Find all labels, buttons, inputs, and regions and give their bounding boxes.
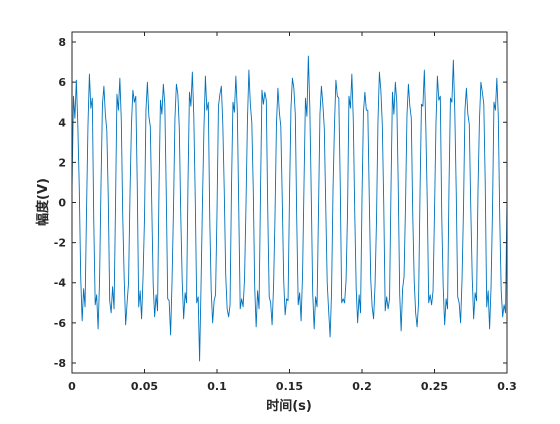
y-tick-label: -2 bbox=[54, 237, 66, 250]
data-line bbox=[71, 55, 508, 362]
y-tick-label: 0 bbox=[58, 197, 66, 210]
x-tick-label: 0.25 bbox=[421, 380, 448, 393]
x-axis-label: 时间(s) bbox=[266, 398, 312, 414]
x-tick-label: 0.3 bbox=[497, 380, 517, 393]
y-tick-label: -8 bbox=[54, 357, 66, 370]
y-tick-label: 6 bbox=[58, 76, 66, 89]
y-tick-label: 8 bbox=[58, 36, 66, 49]
y-tick-label: -6 bbox=[54, 317, 67, 330]
y-tick-label: 4 bbox=[58, 116, 66, 129]
x-tick-label: 0.1 bbox=[207, 380, 227, 393]
x-tick-label: 0.2 bbox=[352, 380, 372, 393]
y-axis-label: 幅度(V) bbox=[35, 178, 51, 226]
x-tick-label: 0 bbox=[68, 380, 76, 393]
x-tick-label: 0.15 bbox=[276, 380, 303, 393]
y-tick-label: -4 bbox=[54, 277, 67, 290]
y-tick-label: 2 bbox=[58, 156, 66, 169]
x-tick-label: 0.05 bbox=[131, 380, 158, 393]
